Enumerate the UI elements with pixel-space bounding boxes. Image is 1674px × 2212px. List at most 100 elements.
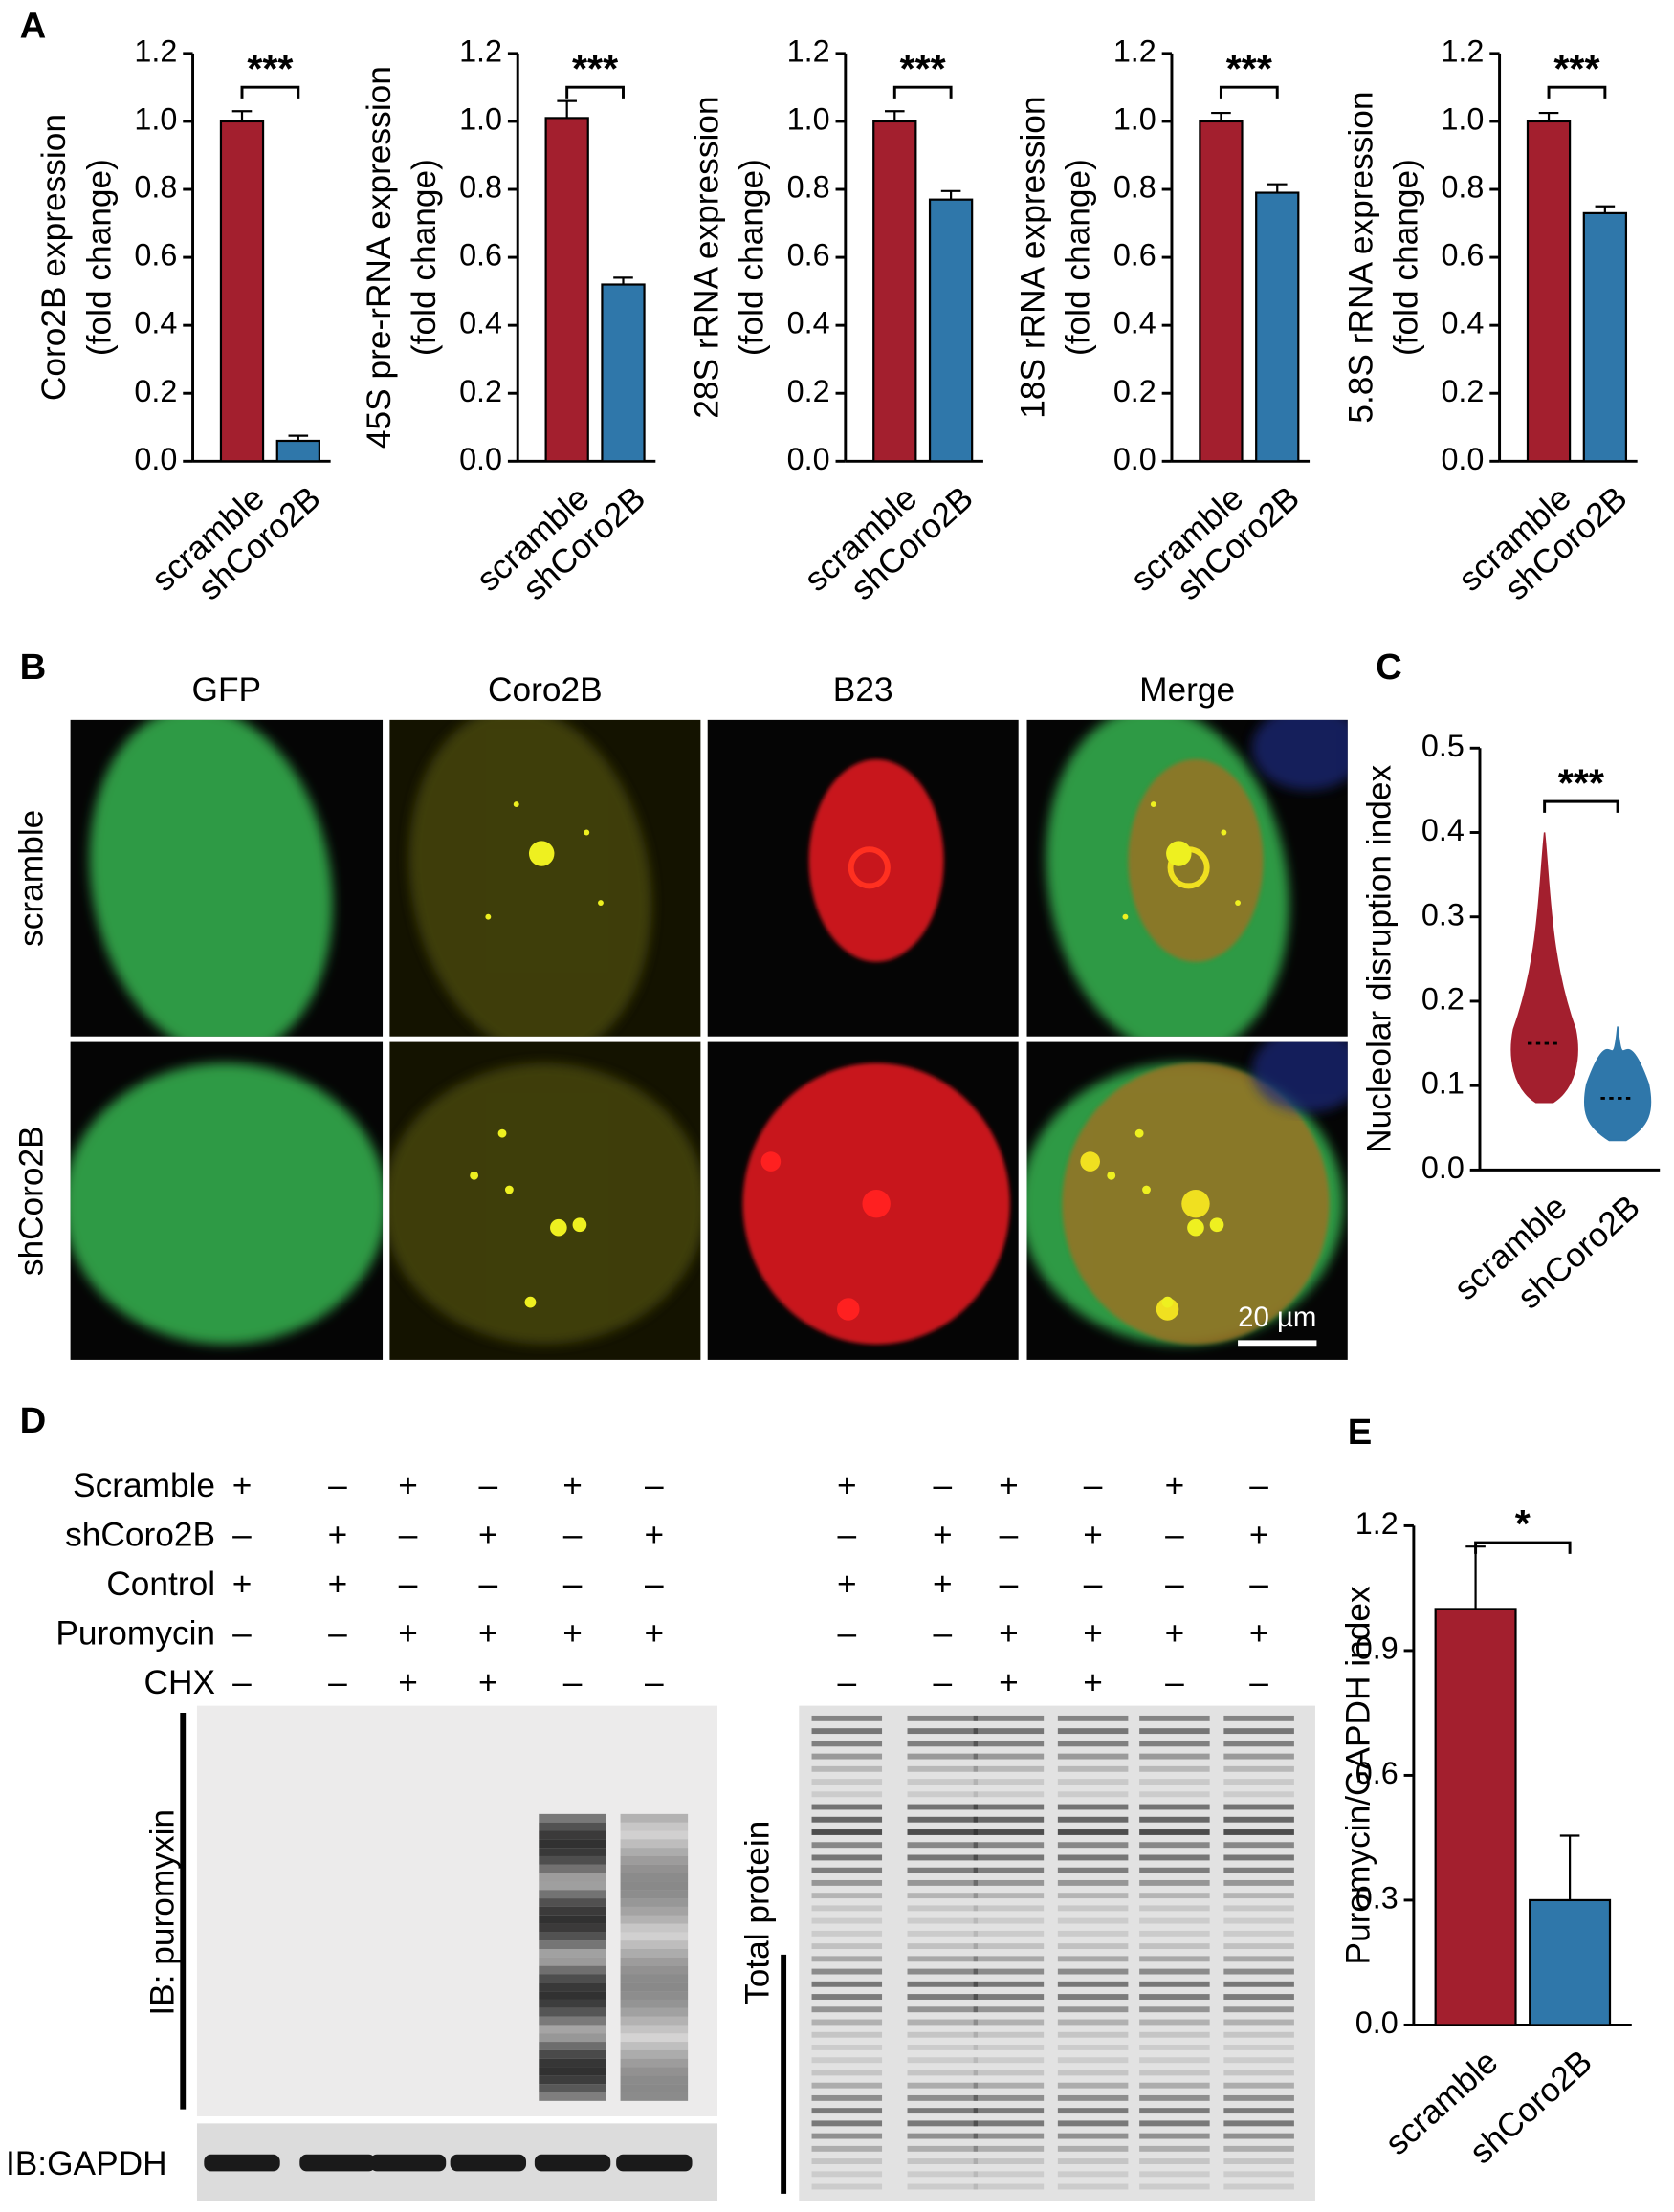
micrograph-content: [389, 1062, 701, 1345]
protein-band: [907, 1879, 979, 1886]
protein-band: [1223, 2145, 1294, 2152]
row-label: shCoro2B: [13, 1126, 51, 1276]
protein-band: [1057, 2120, 1129, 2127]
condition-sign: –: [1165, 1517, 1184, 1554]
protein-band: [973, 2006, 1045, 2013]
protein-band: [973, 1968, 1045, 1975]
protein-band: [907, 2133, 979, 2139]
blot-smear: [620, 1855, 689, 1865]
blot-smear: [539, 1957, 606, 1966]
protein-band: [811, 1854, 883, 1861]
blot-smear: [539, 1898, 606, 1907]
condition-sign: +: [837, 1566, 857, 1603]
blot-smear: [539, 1873, 606, 1882]
protein-band: [1223, 1981, 1294, 1987]
protein-band: [1057, 1765, 1129, 1772]
protein-band: [811, 1804, 883, 1810]
blot-smear: [620, 2084, 689, 2093]
y-tick-label: 0.6: [787, 238, 830, 273]
blot-smear: [620, 1999, 689, 2008]
protein-band: [907, 2082, 979, 2089]
protein-band: [1057, 2019, 1129, 2026]
protein-band: [907, 1905, 979, 1912]
puncta: [1235, 900, 1242, 906]
blot-smear: [539, 1949, 606, 1958]
blot-smear: [620, 1873, 689, 1882]
dapi: [1251, 719, 1348, 791]
y-tick-label: 0.9: [1355, 1631, 1399, 1665]
significance: ***: [1553, 46, 1599, 90]
protein-band: [1223, 1741, 1294, 1747]
protein-band: [1223, 1930, 1294, 1937]
protein-band: [811, 1741, 883, 1747]
dapi: [1251, 1041, 1348, 1113]
y-tick-label: 0.0: [459, 442, 502, 476]
blot-smear: [620, 1906, 689, 1916]
condition-sign: –: [645, 1664, 664, 1701]
micrograph-content: [1026, 1041, 1348, 1345]
blot-smear: [539, 1974, 606, 1983]
y-tick-label: 0.0: [787, 442, 830, 476]
protein-band: [1139, 2108, 1210, 2114]
bar: [1255, 191, 1300, 463]
y-tick-label: 1.2: [134, 33, 177, 68]
y-tick-label: 1.0: [134, 101, 177, 136]
protein-band: [1223, 1816, 1294, 1823]
protein-band: [1057, 1804, 1129, 1810]
protein-band: [1139, 1968, 1210, 1975]
protein-band: [1223, 1779, 1294, 1785]
y-axis-label: (fold change): [406, 159, 443, 356]
scale-bar-label: 20 µm: [1238, 1302, 1316, 1333]
blot-smear: [620, 1974, 689, 1983]
puncta: [584, 829, 590, 836]
condition-sign: +: [645, 1614, 665, 1652]
y-tick-label: 1.2: [1355, 1506, 1399, 1541]
micrograph-content: [70, 1062, 384, 1345]
blot-smear: [620, 2025, 689, 2034]
column-title: Coro2B: [488, 671, 603, 709]
protein-band: [1057, 2158, 1129, 2165]
nucleolus: [848, 846, 891, 889]
protein-band: [907, 2094, 979, 2101]
protein-band: [1223, 1728, 1294, 1735]
blot-smear: [539, 1991, 606, 2000]
protein-band: [811, 2019, 883, 2026]
blot-smear: [620, 2033, 689, 2043]
blot-smear: [539, 2042, 606, 2050]
y-tick-label: 0.8: [1441, 170, 1484, 205]
protein-band: [907, 1741, 979, 1747]
row-label: scramble: [13, 810, 51, 947]
protein-band: [907, 2019, 979, 2026]
protein-band: [973, 2019, 1045, 2026]
puncta: [598, 900, 604, 906]
protein-band: [1223, 2133, 1294, 2139]
protein-band: [1223, 1956, 1294, 1962]
condition-sign: +: [837, 1467, 857, 1504]
protein-band: [973, 2082, 1045, 2089]
blot-smear: [539, 1822, 606, 1831]
y-tick-label: 0.6: [1355, 1756, 1399, 1790]
condition-sign: –: [1000, 1517, 1019, 1554]
condition-sign: –: [563, 1517, 583, 1554]
cell: [389, 1062, 701, 1345]
protein-band: [907, 1854, 979, 1861]
error-bar: [557, 99, 577, 119]
puncta: [572, 1217, 587, 1233]
blot-smear: [539, 2033, 606, 2043]
protein-band: [973, 1854, 1045, 1861]
protein-band: [811, 1930, 883, 1937]
blot-smear: [539, 2007, 606, 2017]
y-axis-label: 5.8S rRNA expression: [1342, 92, 1379, 424]
protein-band: [1057, 1715, 1129, 1721]
error-bar: [1538, 111, 1559, 121]
nucleus: [808, 759, 944, 962]
protein-band: [973, 1917, 1045, 1924]
protein-band: [1139, 1867, 1210, 1873]
error-bar: [940, 189, 961, 200]
protein-band: [973, 1994, 1045, 2000]
protein-band: [811, 2094, 883, 2101]
protein-band: [973, 1829, 1045, 1835]
y-tick-label: 0.2: [459, 374, 502, 408]
blot-smear: [539, 1864, 606, 1873]
protein-band: [973, 1715, 1045, 1721]
